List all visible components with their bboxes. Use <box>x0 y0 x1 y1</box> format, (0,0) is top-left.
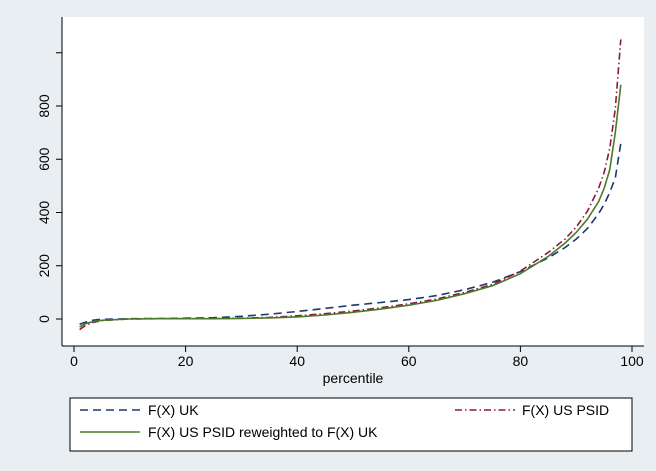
y-ticks: 0 200 400 600 800 <box>36 52 62 323</box>
y-tick-label: 600 <box>36 147 52 171</box>
legend-label-reweighted: F(X) US PSID reweighted to F(X) UK <box>148 424 378 440</box>
x-tick-label: 20 <box>178 353 194 369</box>
legend-entry-reweighted: F(X) US PSID reweighted to F(X) UK <box>80 424 378 440</box>
legend-entry-us-psid: F(X) US PSID <box>455 402 609 418</box>
y-tick-label: 0 <box>36 315 52 323</box>
legend: F(X) UK F(X) US PSID F(X) US PSID reweig… <box>69 397 633 452</box>
x-tick-label: 0 <box>70 353 78 369</box>
x-tick-label: 60 <box>401 353 417 369</box>
x-tick-label: 80 <box>513 353 529 369</box>
series-lines <box>79 39 622 331</box>
x-ticks: 0 20 40 60 80 100 <box>70 346 644 369</box>
y-tick-label: 400 <box>36 201 52 225</box>
series-line-reweighted <box>79 84 622 328</box>
legend-label-us-psid: F(X) US PSID <box>522 402 609 418</box>
x-axis-label: percentile <box>323 370 384 386</box>
x-tick-label: 40 <box>289 353 305 369</box>
x-tick-label: 100 <box>620 353 644 369</box>
series-line-uk <box>79 143 622 326</box>
legend-label-uk: F(X) UK <box>148 402 199 418</box>
y-tick-label: 800 <box>36 94 52 118</box>
plot-area <box>62 17 644 346</box>
y-tick-label: 200 <box>36 254 52 278</box>
legend-box <box>69 397 633 452</box>
legend-entry-uk: F(X) UK <box>80 402 199 418</box>
